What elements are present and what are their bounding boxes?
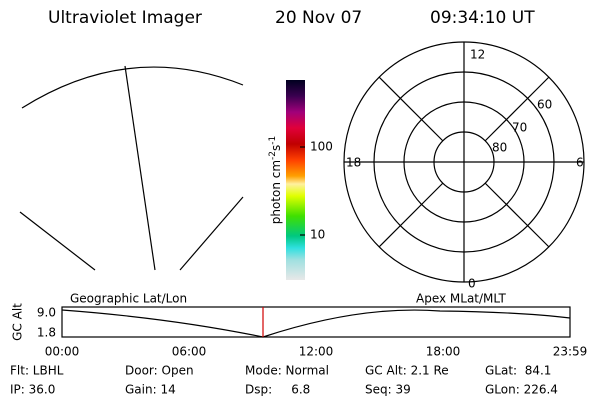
x-tick-label: 23:59 <box>553 345 588 359</box>
polar-plot: 12 6 0 18 60 70 80 <box>343 41 585 291</box>
spoke <box>378 182 444 248</box>
tick-label: 10 <box>310 228 325 242</box>
tick-label: 100 <box>310 140 333 154</box>
mlt-label: 12 <box>470 48 485 62</box>
lat-label: 80 <box>492 141 507 155</box>
colorbar: 100 10 photon cm-2s-1 <box>268 80 333 280</box>
unit-part: photon cm <box>269 160 283 224</box>
unit-part: -1 <box>268 136 278 145</box>
x-tick-label: 18:00 <box>426 345 461 359</box>
info-field: GLat: 84.1 <box>485 364 551 378</box>
title: Ultraviolet Imager <box>48 8 202 28</box>
info-field: Door: Open <box>125 364 194 378</box>
info-field: Dsp: 6.8 <box>245 383 310 397</box>
info-field: GC Alt: 2.1 Re <box>365 364 449 378</box>
info-field: IP: 36.0 <box>10 383 55 397</box>
colorbar-unit: photon cm-2s-1 <box>268 136 283 225</box>
time: 09:34:10 UT <box>430 8 535 28</box>
mlt-label: 0 <box>468 277 476 291</box>
mlt-label: 18 <box>346 156 361 170</box>
altitude-curve <box>61 309 571 338</box>
lat-label: 60 <box>537 98 552 112</box>
spoke <box>484 76 550 142</box>
arc <box>21 66 244 109</box>
y-tick-label: 9.0 <box>37 306 56 320</box>
info-panel: Flt: LBHL Door: Open Mode: Normal GC Alt: 2… <box>10 364 558 397</box>
info-field: GLon: 226.4 <box>485 383 558 397</box>
x-tick-label: 06:00 <box>172 345 207 359</box>
info-field: Flt: LBHL <box>10 364 64 378</box>
meridian <box>19 211 96 271</box>
x-tick-label: 00:00 <box>45 345 80 359</box>
spoke <box>378 76 444 142</box>
spoke <box>484 182 550 248</box>
geo-panel <box>19 65 244 271</box>
mlt-label: 6 <box>576 156 584 170</box>
plot-frame <box>61 306 571 338</box>
timeline: Geographic Lat/Lon Apex MLat/MLT GC Alt … <box>11 292 588 359</box>
unit-part: s <box>269 145 283 151</box>
meridian <box>179 196 244 271</box>
unit-part: -2 <box>268 151 278 160</box>
info-field: Seq: 39 <box>365 383 411 397</box>
x-tick-label: 12:00 <box>299 345 334 359</box>
caption: Apex MLat/MLT <box>416 292 506 306</box>
info-field: Mode: Normal <box>245 364 329 378</box>
y-tick-label: 1.8 <box>37 326 56 340</box>
lat-label: 70 <box>512 121 527 135</box>
date: 20 Nov 07 <box>275 8 362 28</box>
info-field: Gain: 14 <box>125 383 176 397</box>
meridian <box>124 65 156 271</box>
y-label: GC Alt <box>11 303 25 341</box>
colorbar-fill <box>286 80 305 280</box>
caption: Geographic Lat/Lon <box>70 292 187 306</box>
